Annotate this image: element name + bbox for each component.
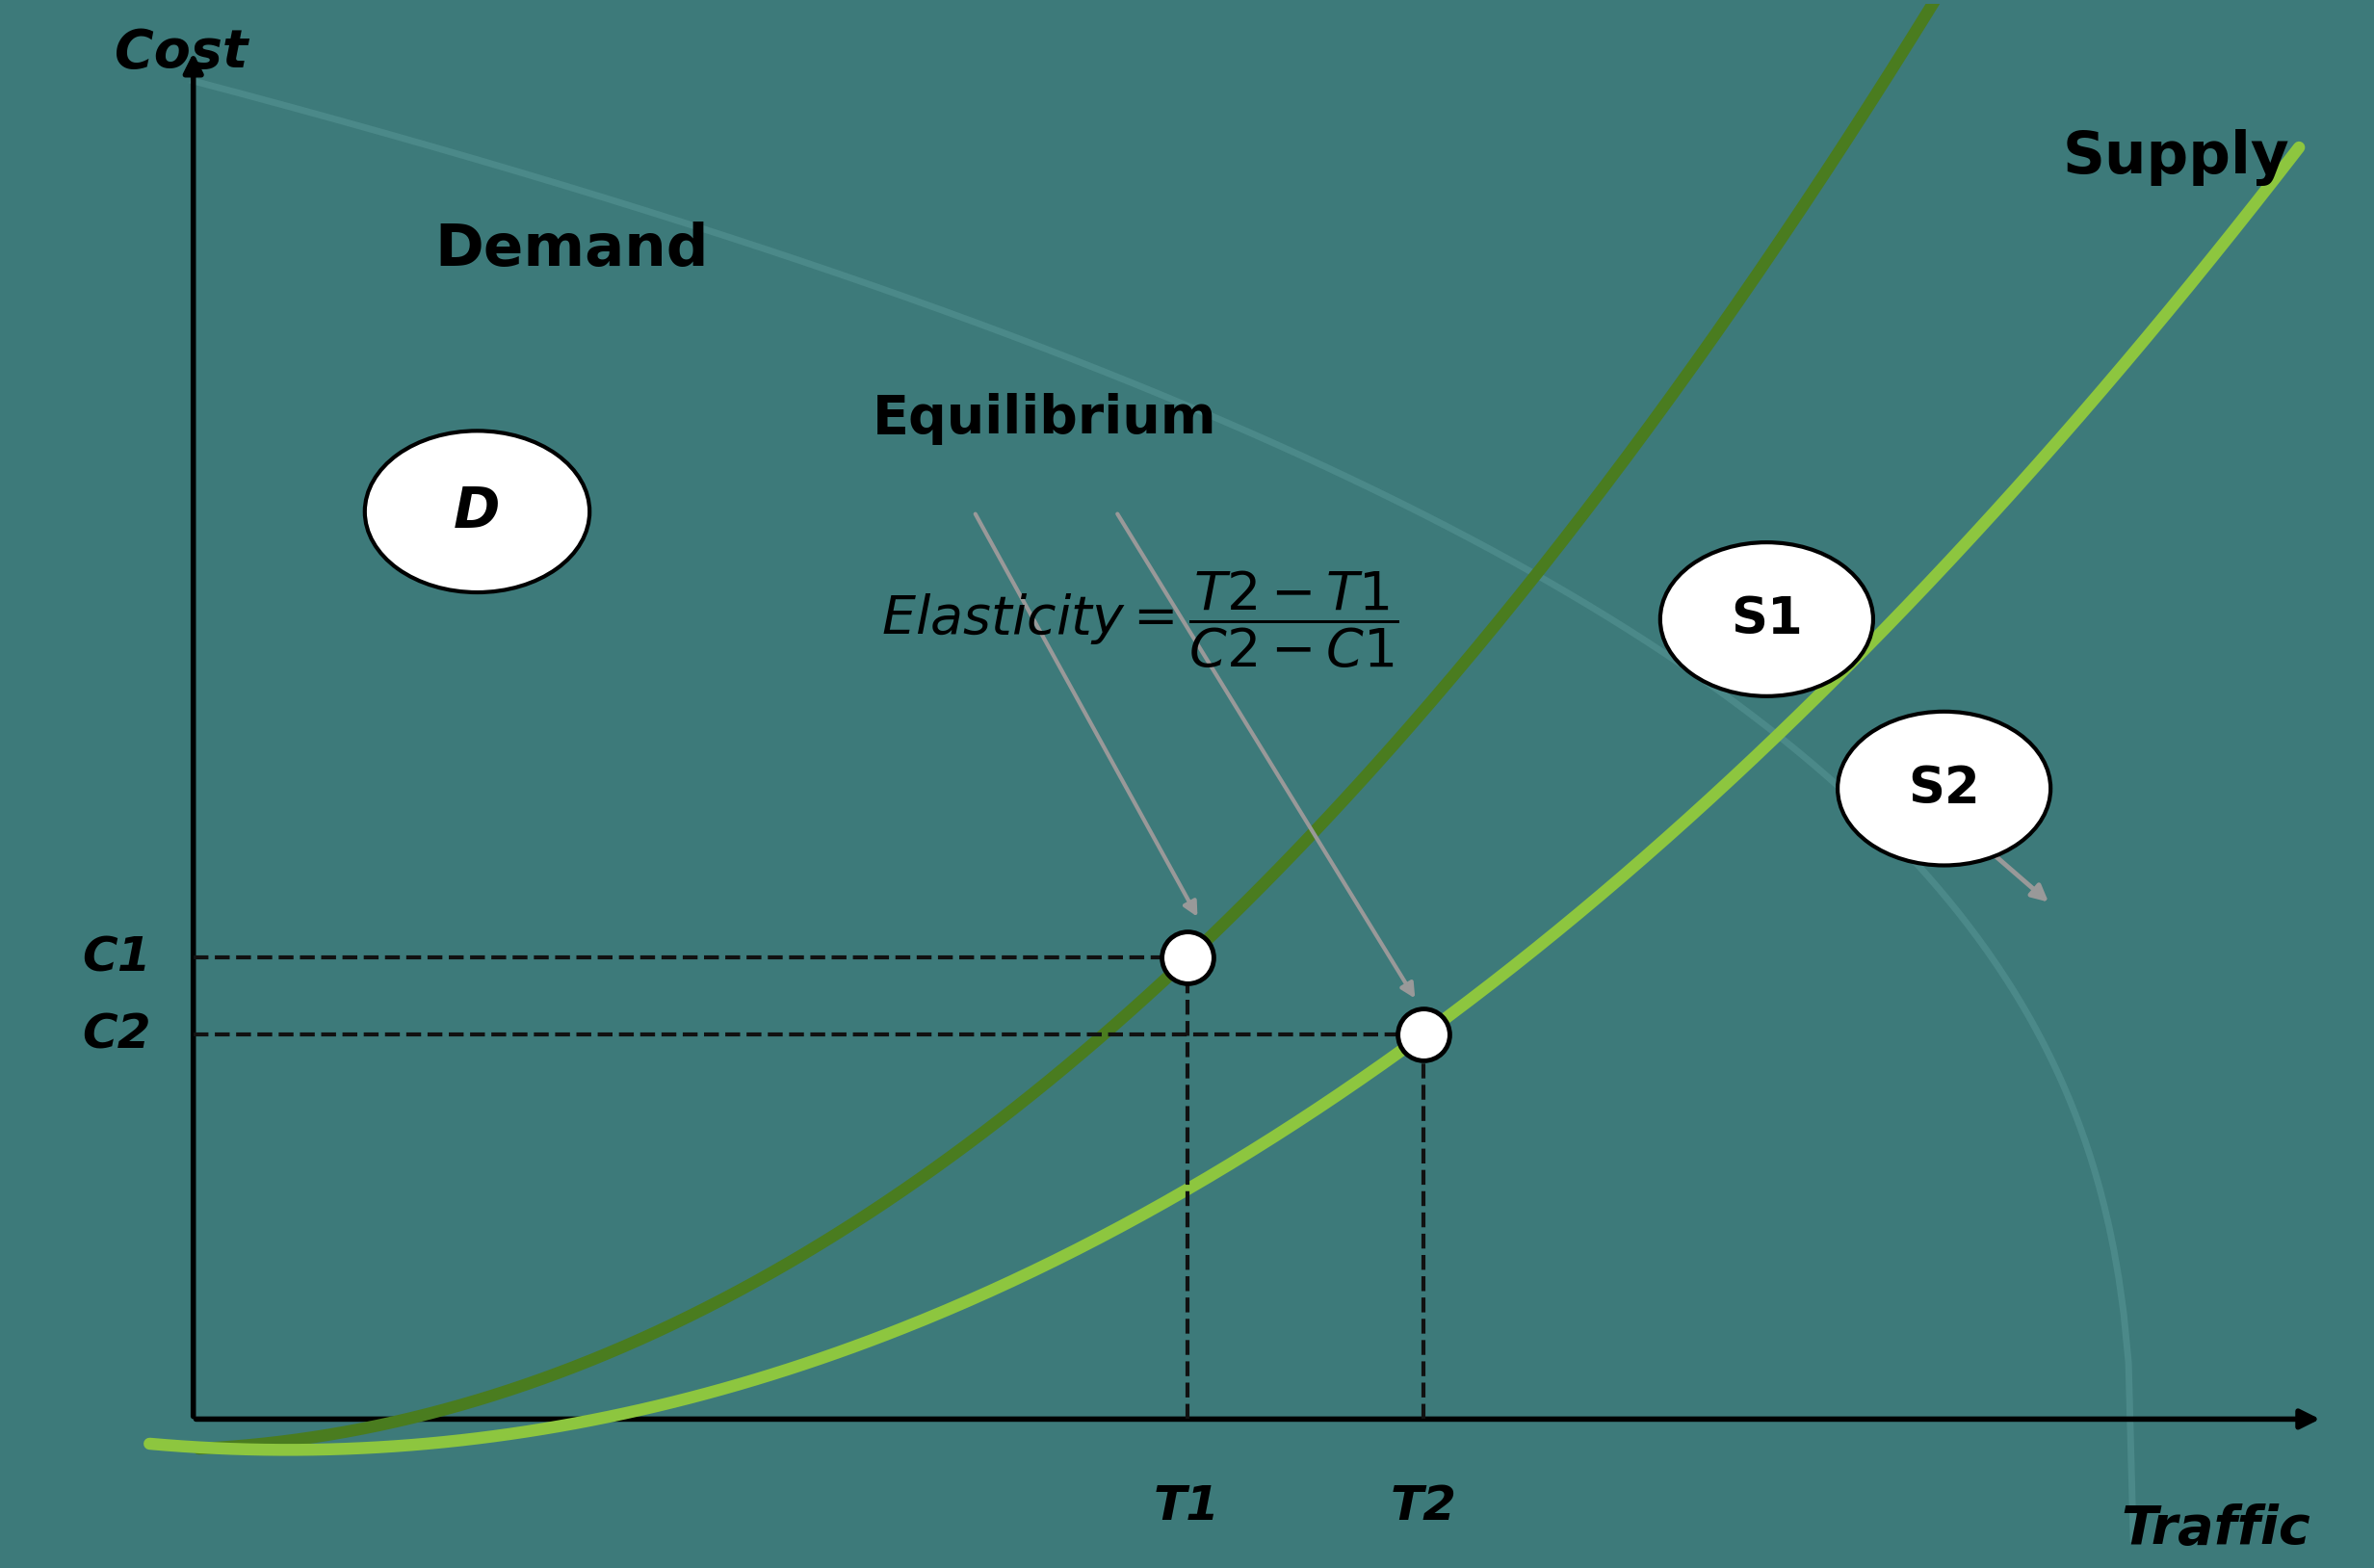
Text: S1: S1 — [1731, 594, 1802, 644]
Ellipse shape — [1837, 712, 2051, 866]
Ellipse shape — [366, 431, 589, 593]
Text: Supply: Supply — [2063, 130, 2289, 187]
Text: Cost: Cost — [114, 27, 249, 78]
Text: $\mathit{Elasticity} = \dfrac{T2 - T1}{C2 - C1}$: $\mathit{Elasticity} = \dfrac{T2 - T1}{C… — [881, 569, 1398, 670]
Text: T1: T1 — [1154, 1483, 1220, 1530]
Text: D: D — [453, 485, 501, 539]
Point — [1405, 1022, 1443, 1047]
Point — [1168, 946, 1206, 971]
Text: C1: C1 — [81, 935, 150, 980]
Text: C2: C2 — [81, 1011, 150, 1058]
Text: S2: S2 — [1909, 764, 1980, 814]
Text: Traffic: Traffic — [2122, 1504, 2310, 1555]
Text: T2: T2 — [1391, 1483, 1458, 1530]
Ellipse shape — [1659, 543, 1873, 696]
Text: Demand: Demand — [434, 221, 710, 279]
Text: Equilibrium: Equilibrium — [874, 394, 1218, 445]
